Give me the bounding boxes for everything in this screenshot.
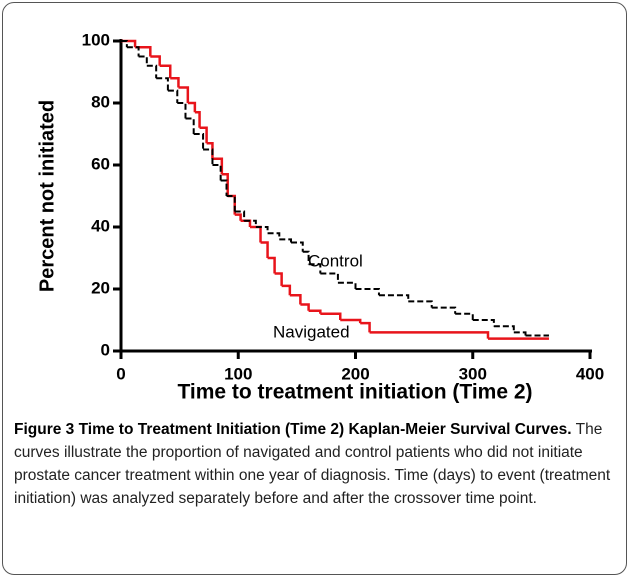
survival-step bbox=[167, 89, 179, 103]
y-tick-label: 0 bbox=[101, 340, 110, 359]
survival-step bbox=[279, 238, 293, 243]
survival-step bbox=[308, 309, 322, 314]
survival-step bbox=[234, 213, 242, 221]
survival-step bbox=[260, 241, 269, 258]
survival-step bbox=[300, 303, 310, 311]
survival-step bbox=[194, 111, 201, 128]
series-label: Navigated bbox=[273, 322, 350, 341]
survival-step bbox=[302, 250, 310, 265]
survival-step bbox=[408, 300, 433, 308]
survival-step bbox=[255, 226, 269, 234]
survival-step bbox=[178, 86, 190, 103]
survival-step bbox=[212, 157, 224, 175]
survival-step bbox=[234, 210, 246, 221]
survival-step bbox=[360, 321, 371, 333]
survival-step bbox=[289, 293, 302, 305]
survival-step bbox=[170, 76, 180, 88]
y-tick-label: 40 bbox=[91, 216, 110, 235]
caption: Figure 3 Time to Treatment Initiation (T… bbox=[14, 418, 614, 510]
survival-step bbox=[126, 46, 140, 57]
survival-step bbox=[220, 179, 228, 196]
chart: Time to treatment initiation (Time 2) Pe… bbox=[36, 30, 604, 404]
survival-step bbox=[212, 164, 222, 181]
survival-step bbox=[193, 133, 205, 150]
survival-step bbox=[493, 325, 515, 333]
survival-step bbox=[308, 263, 322, 274]
x-tick-label: 200 bbox=[341, 364, 369, 383]
survival-step bbox=[138, 55, 148, 66]
y-axis-label: Percent not initiated bbox=[36, 100, 58, 292]
survival-step bbox=[185, 117, 195, 134]
survival-step bbox=[187, 101, 197, 113]
survival-step bbox=[513, 331, 527, 336]
survival-step bbox=[203, 148, 214, 165]
survival-step bbox=[244, 219, 257, 227]
survival-step bbox=[281, 284, 292, 296]
survival-step bbox=[267, 256, 276, 274]
x-axis-label: Time to treatment initiation (Time 2) bbox=[177, 381, 532, 404]
survival-step bbox=[455, 312, 474, 320]
survival-step bbox=[274, 272, 283, 286]
survival-step bbox=[472, 319, 495, 327]
y-tick-label: 60 bbox=[91, 154, 110, 173]
survival-step bbox=[221, 173, 229, 196]
survival-step bbox=[227, 194, 236, 215]
survival-step bbox=[156, 77, 169, 91]
survival-step bbox=[159, 64, 172, 79]
survival-step bbox=[135, 45, 152, 57]
y-tick-label: 100 bbox=[82, 30, 110, 49]
survival-step bbox=[320, 312, 342, 320]
survival-step bbox=[355, 288, 380, 296]
survival-step bbox=[291, 241, 304, 252]
survival-step bbox=[121, 40, 128, 48]
survival-step bbox=[369, 331, 490, 339]
x-tick-label: 0 bbox=[116, 364, 125, 383]
survival-step bbox=[431, 306, 457, 314]
survival-step bbox=[267, 232, 281, 240]
caption-text: The curves illustrate the proportion of … bbox=[14, 421, 611, 507]
survival-step bbox=[337, 281, 357, 289]
survival-step bbox=[177, 102, 187, 119]
survival-step bbox=[150, 55, 161, 66]
series-label: Control bbox=[308, 251, 363, 270]
survival-step bbox=[320, 272, 339, 283]
survival-step bbox=[146, 64, 158, 79]
x-tick-label: 300 bbox=[459, 364, 487, 383]
survival-step bbox=[249, 225, 262, 243]
x-tick-label: 400 bbox=[576, 364, 604, 383]
x-tick-label: 100 bbox=[224, 364, 252, 383]
y-tick-label: 80 bbox=[91, 92, 110, 111]
y-tick-label: 20 bbox=[91, 278, 110, 297]
survival-step bbox=[378, 294, 410, 302]
survival-step bbox=[199, 126, 208, 144]
caption-title: Figure 3 Time to Treatment Initiation (T… bbox=[14, 421, 572, 438]
survival-step bbox=[226, 195, 236, 212]
